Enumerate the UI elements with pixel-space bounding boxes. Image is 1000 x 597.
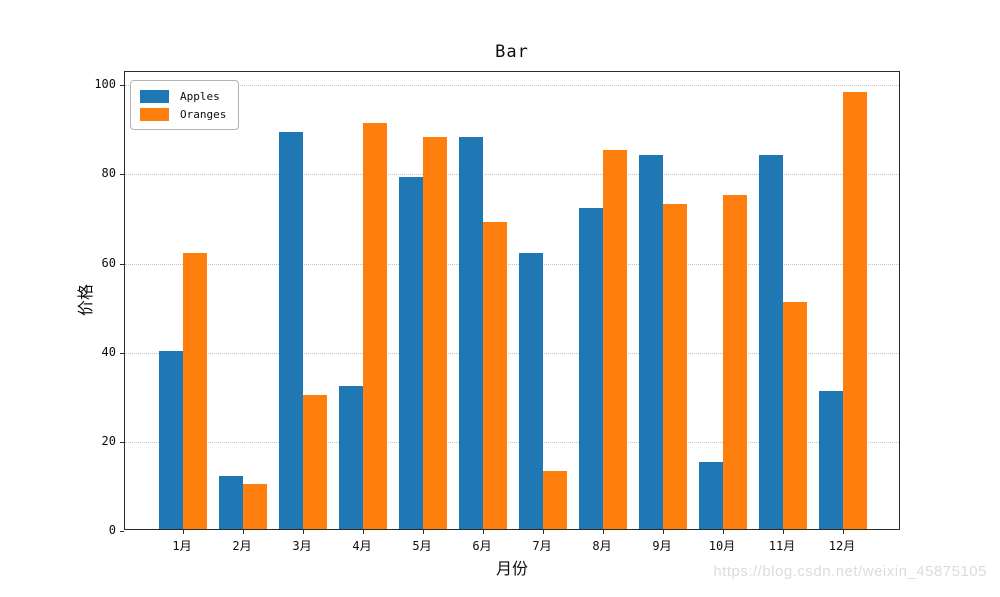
bar-oranges-2月	[243, 484, 267, 529]
bar-oranges-1月	[183, 252, 207, 529]
bar-apples-1月	[159, 350, 183, 529]
y-tick-label-60: 60	[101, 255, 116, 270]
bar-oranges-4月	[363, 123, 387, 529]
gridline-y-80	[125, 174, 899, 176]
bar-apples-10月	[699, 462, 723, 529]
x-tick-label-11月: 11月	[768, 539, 796, 553]
gridline-y-60	[125, 263, 899, 265]
plot-area: Apples Oranges	[120, 71, 900, 534]
y-tick-mark-20	[120, 441, 124, 443]
x-tick-label-6月: 6月	[472, 539, 492, 553]
bar-apples-6月	[459, 136, 483, 529]
x-tick-mark-7月	[543, 530, 544, 534]
y-tick-mark-80	[120, 174, 124, 176]
bar-oranges-6月	[483, 221, 507, 529]
bar-apples-8月	[579, 208, 603, 529]
gridline-y-100	[125, 85, 899, 87]
x-tick-label-5月: 5月	[412, 539, 432, 553]
bar-oranges-11月	[783, 301, 807, 529]
bar-apples-9月	[639, 154, 663, 529]
x-tick-mark-8月	[603, 530, 604, 534]
bar-oranges-12月	[843, 92, 867, 529]
watermark: https://blog.csdn.net/weixin_45875105	[713, 563, 987, 580]
legend-swatch-apples	[140, 89, 169, 103]
x-tick-label-1月: 1月	[172, 539, 192, 553]
bar-oranges-5月	[423, 136, 447, 529]
y-axis-ticks: 0 20 40 60 80 100	[74, 71, 116, 537]
gridline-y-40	[125, 352, 899, 354]
bar-apples-5月	[399, 176, 423, 529]
legend: Apples Oranges	[130, 80, 240, 130]
x-tick-label-4月: 4月	[352, 539, 372, 553]
y-tick-mark-0	[120, 531, 124, 532]
x-tick-mark-2月	[243, 530, 244, 534]
legend-item-apples: Apples	[140, 87, 226, 105]
y-tick-mark-60	[120, 263, 124, 265]
x-tick-mark-4月	[363, 530, 364, 534]
bar-apples-4月	[339, 386, 363, 529]
bar-oranges-9月	[663, 203, 687, 529]
x-tick-label-2月: 2月	[232, 539, 252, 553]
legend-label-oranges: Oranges	[180, 107, 227, 121]
bar-oranges-3月	[303, 395, 327, 529]
bar-oranges-10月	[723, 194, 747, 529]
bar-apples-12月	[819, 390, 843, 529]
x-tick-mark-12月	[843, 530, 844, 534]
x-tick-label-8月: 8月	[592, 539, 612, 553]
chart-title: Bar	[495, 42, 529, 62]
x-tick-label-10月: 10月	[708, 539, 736, 553]
y-tick-label-80: 80	[101, 166, 116, 181]
x-tick-mark-3月	[303, 530, 304, 534]
x-tick-mark-10月	[723, 530, 724, 534]
bar-oranges-7月	[543, 471, 567, 529]
y-tick-label-20: 20	[101, 433, 116, 448]
y-tick-label-0: 0	[108, 523, 116, 537]
x-tick-label-12月: 12月	[828, 539, 856, 553]
x-tick-mark-5月	[423, 530, 424, 534]
bar-apples-3月	[279, 132, 303, 529]
y-tick-mark-40	[120, 352, 124, 354]
legend-item-oranges: Oranges	[140, 105, 226, 123]
x-tick-mark-11月	[783, 530, 784, 534]
x-tick-label-3月: 3月	[292, 539, 312, 553]
x-tick-mark-6月	[483, 530, 484, 534]
bar-apples-11月	[759, 154, 783, 529]
bar-apples-7月	[519, 252, 543, 529]
legend-swatch-oranges	[140, 107, 169, 121]
x-tick-label-7月: 7月	[532, 539, 552, 553]
y-tick-mark-100	[120, 85, 124, 87]
legend-label-apples: Apples	[180, 89, 220, 103]
gridline-y-20	[125, 441, 899, 443]
x-axis-ticks: 1月 2月 3月 4月 5月 6月 7月 8月 9月 10月 11月 12月	[124, 531, 900, 555]
x-tick-label-9月: 9月	[652, 539, 672, 553]
bar-apples-2月	[219, 475, 243, 529]
bar-oranges-8月	[603, 150, 627, 529]
x-axis-label: 月份	[495, 559, 528, 578]
y-tick-label-100: 100	[94, 77, 116, 92]
y-tick-label-40: 40	[101, 344, 116, 359]
x-tick-mark-1月	[183, 530, 184, 534]
x-tick-mark-9月	[663, 530, 664, 534]
